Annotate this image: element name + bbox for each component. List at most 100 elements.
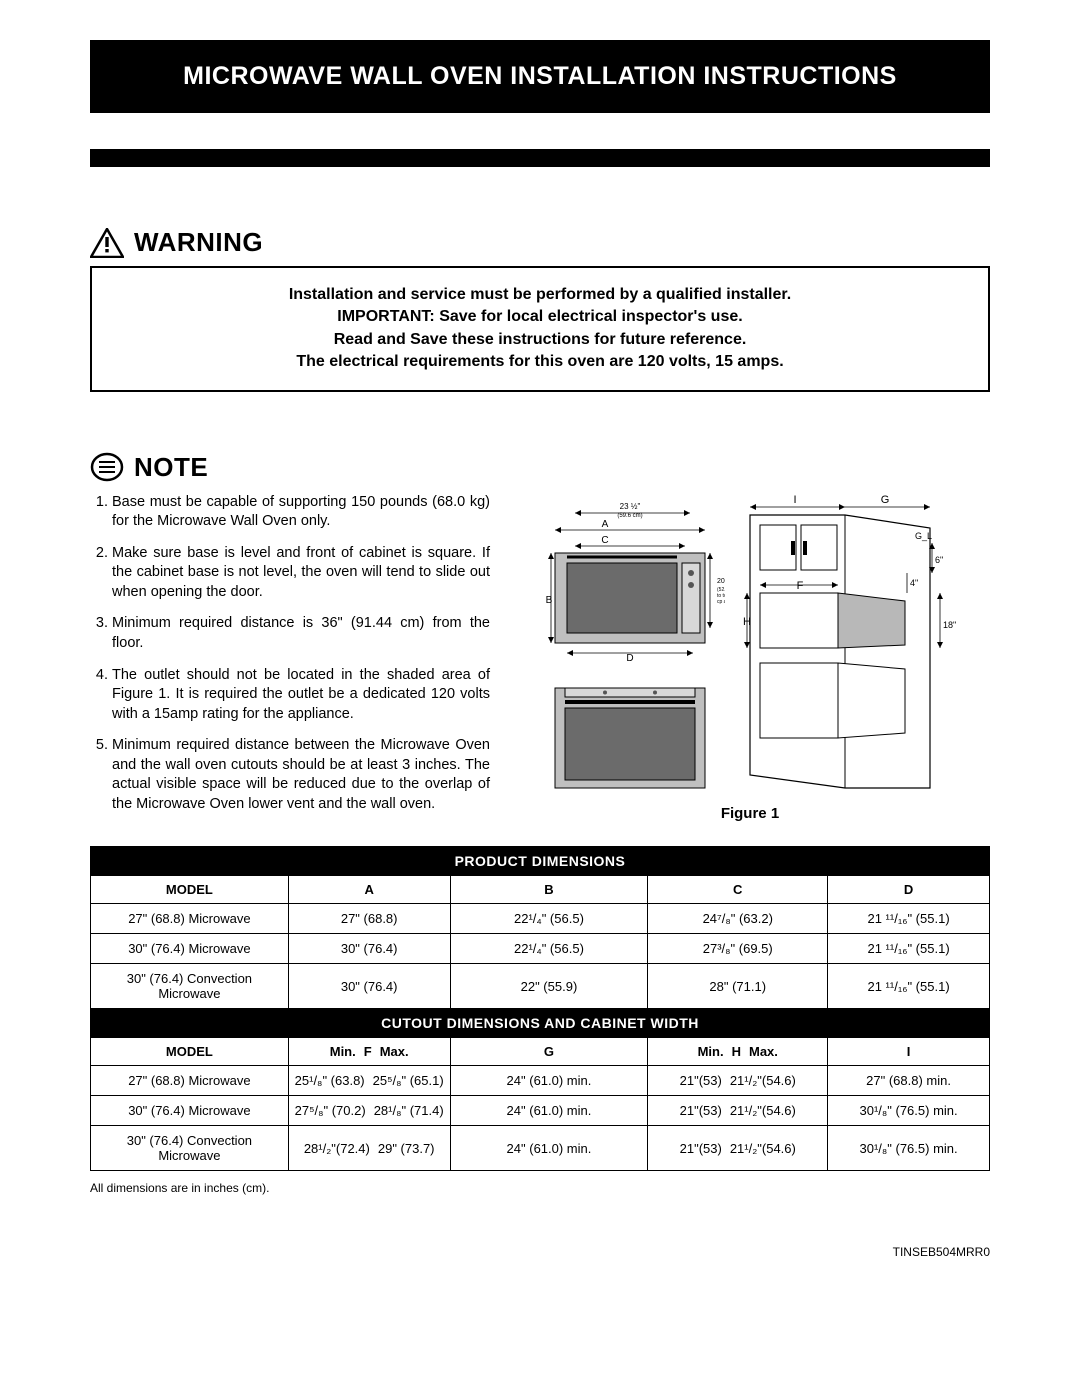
fmax: 28¹/₈" (71.4) bbox=[374, 1103, 444, 1118]
note-item: Base must be capable of supporting 150 p… bbox=[112, 493, 490, 532]
cutout-banner: CUTOUT DIMENSIONS AND CABINET WIDTH bbox=[91, 1009, 990, 1038]
hmax: 21¹/₂"(54.6) bbox=[730, 1073, 796, 1088]
cell: 30" (76.4) Microwave bbox=[91, 1096, 289, 1126]
col-i: I bbox=[828, 1038, 990, 1066]
cell: 21 ¹¹/₁₆" (55.1) bbox=[828, 934, 990, 964]
svg-text:D: D bbox=[626, 653, 633, 664]
note-item: Minimum required distance between the Mi… bbox=[112, 736, 490, 814]
fmin: 27⁵/₈" (70.2) bbox=[295, 1103, 366, 1118]
cell: 21"(53) 21¹/₂"(54.6) bbox=[648, 1126, 828, 1171]
table-row: 27" (68.8) Microwave 27" (68.8) 22¹/₄" (… bbox=[91, 904, 990, 934]
note-heading: NOTE bbox=[90, 452, 990, 483]
cell: 27³/₈" (69.5) bbox=[648, 934, 828, 964]
table-row: 30" (76.4) Microwave 27⁵/₈" (70.2) 28¹/₈"… bbox=[91, 1096, 990, 1126]
cell: 27" (68.8) Microwave bbox=[91, 1066, 289, 1096]
table-row: 30" (76.4) Microwave 30" (76.4) 22¹/₄" (… bbox=[91, 934, 990, 964]
cell: 25¹/₈" (63.8) 25⁵/₈" (65.1) bbox=[288, 1066, 450, 1096]
cell: 22¹/₄" (56.5) bbox=[450, 934, 648, 964]
cell: 24⁷/₈" (63.2) bbox=[648, 904, 828, 934]
note-icon bbox=[90, 452, 124, 482]
cell: 21 ¹¹/₁₆" (55.1) bbox=[828, 964, 990, 1009]
hmin: 21"(53) bbox=[680, 1073, 722, 1088]
dimensions-table: PRODUCT DIMENSIONS MODEL A B C D 27" (68… bbox=[90, 846, 990, 1171]
table-row: 30" (76.4) Convection Microwave 28¹/₂"(7… bbox=[91, 1126, 990, 1171]
table-footnote: All dimensions are in inches (cm). bbox=[90, 1181, 990, 1195]
cell: 21"(53) 21¹/₂"(54.6) bbox=[648, 1096, 828, 1126]
note-and-figure: Base must be capable of supporting 150 p… bbox=[90, 493, 990, 827]
svg-text:F: F bbox=[797, 580, 804, 592]
warning-line: Installation and service must be perform… bbox=[112, 284, 968, 306]
svg-text:C: C bbox=[601, 535, 608, 546]
note-list: Base must be capable of supporting 150 p… bbox=[90, 493, 490, 827]
hmin: 21"(53) bbox=[680, 1103, 722, 1118]
cell: 30" (76.4) Convection Microwave bbox=[91, 964, 289, 1009]
svg-text:A: A bbox=[602, 519, 609, 530]
col-model2: MODEL bbox=[91, 1038, 289, 1066]
header-underbar bbox=[90, 149, 990, 167]
cell: 27" (68.8) min. bbox=[828, 1066, 990, 1096]
cell: 30¹/₈" (76.5) min. bbox=[828, 1126, 990, 1171]
product-banner: PRODUCT DIMENSIONS bbox=[91, 847, 990, 876]
warning-line: The electrical requirements for this ove… bbox=[112, 351, 968, 373]
col-b: B bbox=[450, 876, 648, 904]
svg-text:18": 18" bbox=[943, 620, 956, 630]
figure-area: 23 ½" (59.6 cm) A C bbox=[510, 493, 990, 827]
warning-heading: WARNING bbox=[90, 227, 990, 258]
fmin: 28¹/₂"(72.4) bbox=[304, 1141, 370, 1156]
svg-text:(59.6 cm): (59.6 cm) bbox=[617, 513, 642, 519]
cell: 21 ¹¹/₁₆" (55.1) bbox=[828, 904, 990, 934]
figure-caption: Figure 1 bbox=[510, 805, 990, 822]
svg-text:G: G bbox=[881, 494, 890, 506]
cell: 30" (76.4) bbox=[288, 964, 450, 1009]
cell: 22" (55.9) bbox=[450, 964, 648, 1009]
table-row: 27" (68.8) Microwave 25¹/₈" (63.8) 25⁵/₈"… bbox=[91, 1066, 990, 1096]
warning-box: Installation and service must be perform… bbox=[90, 266, 990, 392]
fmax: 29" (73.7) bbox=[378, 1141, 435, 1156]
cell: 21"(53) 21¹/₂"(54.6) bbox=[648, 1066, 828, 1096]
svg-text:B: B bbox=[546, 595, 553, 606]
hmax: 21¹/₂"(54.6) bbox=[730, 1103, 796, 1118]
svg-text:cp angle: cp angle bbox=[717, 599, 725, 605]
cell: 30" (76.4) Microwave bbox=[91, 934, 289, 964]
header-title: MICROWAVE WALL OVEN INSTALLATION INSTRUC… bbox=[183, 62, 897, 90]
cell: 27" (68.8) Microwave bbox=[91, 904, 289, 934]
cabinet-diagram: I G bbox=[735, 493, 965, 793]
note-item: Minimum required distance is 36" (91.44 … bbox=[112, 614, 490, 653]
svg-text:20 ¾": 20 ¾" bbox=[717, 578, 725, 585]
note-item: Make sure base is level and front of cab… bbox=[112, 544, 490, 603]
cell: 30" (76.4) bbox=[288, 934, 450, 964]
cell: 27⁵/₈" (70.2) 28¹/₈" (71.4) bbox=[288, 1096, 450, 1126]
col-model: MODEL bbox=[91, 876, 289, 904]
cell: 22¹/₄" (56.5) bbox=[450, 904, 648, 934]
page-header: MICROWAVE WALL OVEN INSTALLATION INSTRUC… bbox=[90, 40, 990, 141]
cell: 24" (61.0) min. bbox=[450, 1126, 648, 1171]
svg-text:23 ½": 23 ½" bbox=[620, 502, 641, 511]
cell: 28" (71.1) bbox=[648, 964, 828, 1009]
col-c: C bbox=[648, 876, 828, 904]
note-item: The outlet should not be located in the … bbox=[112, 666, 490, 725]
cell: 30¹/₈" (76.5) min. bbox=[828, 1096, 990, 1126]
cell: 27" (68.8) bbox=[288, 904, 450, 934]
svg-text:I: I bbox=[793, 494, 796, 506]
hmin: 21"(53) bbox=[680, 1141, 722, 1156]
note-label: NOTE bbox=[134, 452, 208, 483]
cell: 24" (61.0) min. bbox=[450, 1096, 648, 1126]
fmin: 25¹/₈" (63.8) bbox=[295, 1073, 365, 1088]
col-f: Min.FMax. bbox=[288, 1038, 450, 1066]
document-code: TINSEB504MRR0 bbox=[90, 1245, 990, 1259]
col-h: Min.HMax. bbox=[648, 1038, 828, 1066]
svg-text:4": 4" bbox=[910, 578, 918, 588]
warning-icon bbox=[90, 228, 124, 258]
cell: 28¹/₂"(72.4) 29" (73.7) bbox=[288, 1126, 450, 1171]
hmax: 21¹/₂"(54.6) bbox=[730, 1141, 796, 1156]
warning-line: Read and Save these instructions for fut… bbox=[112, 329, 968, 351]
svg-text:6": 6" bbox=[935, 555, 943, 565]
col-d: D bbox=[828, 876, 990, 904]
warning-label: WARNING bbox=[134, 227, 263, 258]
fmax: 25⁵/₈" (65.1) bbox=[373, 1073, 444, 1088]
cell: 24" (61.0) min. bbox=[450, 1066, 648, 1096]
warning-line: IMPORTANT: Save for local electrical ins… bbox=[112, 306, 968, 328]
col-a: A bbox=[288, 876, 450, 904]
oven-diagrams: 23 ½" (59.6 cm) A C bbox=[535, 493, 725, 793]
cell: 30" (76.4) Convection Microwave bbox=[91, 1126, 289, 1171]
